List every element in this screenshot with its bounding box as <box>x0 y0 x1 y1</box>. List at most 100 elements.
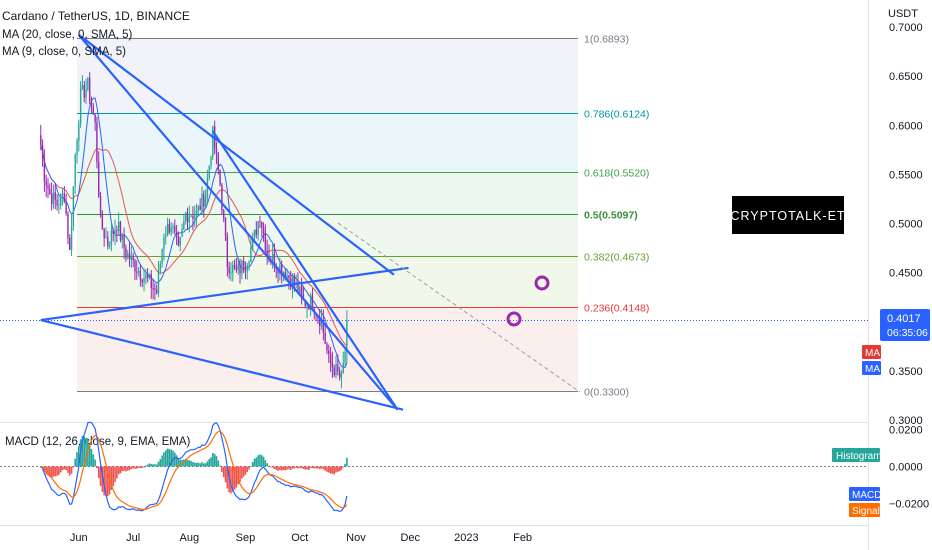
histogram-bar <box>204 463 207 467</box>
candle-body <box>41 145 44 159</box>
histogram-bar <box>257 455 259 467</box>
trendline[interactable] <box>78 33 395 276</box>
fib-level-label: 0(0.3300) <box>584 387 629 399</box>
candle-body <box>320 319 323 327</box>
histogram-bar <box>132 466 134 469</box>
candle-body <box>69 238 71 250</box>
current-price-badge[interactable] <box>880 309 930 341</box>
histogram-tag[interactable] <box>832 448 880 462</box>
histogram-bar <box>208 458 211 467</box>
histogram-bar <box>85 437 87 467</box>
candle-body <box>116 230 118 232</box>
candle-body <box>40 135 42 146</box>
histogram-bar <box>126 466 129 471</box>
candle-body <box>300 286 303 295</box>
histogram-bar <box>143 466 145 468</box>
time-tick-label: Sep <box>236 532 256 544</box>
candle-body <box>56 199 58 206</box>
candle-body <box>76 140 78 155</box>
candle-body <box>94 114 96 123</box>
fib-level-label: 0.5(0.5097) <box>584 210 638 222</box>
histogram-bar <box>54 466 57 477</box>
histogram-bar <box>92 454 95 467</box>
time-axis[interactable]: Jun Jul Aug Sep Oct Nov Dec 2023 Feb <box>70 532 532 544</box>
histogram-bar <box>161 455 163 467</box>
macd-tick-label: 0.0200 <box>889 425 923 437</box>
candle-body <box>179 236 181 246</box>
price-axis[interactable]: 0.7000 0.6500 0.6000 0.5500 0.5000 0.4500 0.40… <box>889 22 923 427</box>
histogram-bar <box>309 466 312 468</box>
candle-body <box>259 221 261 223</box>
histogram-bar <box>157 461 160 467</box>
dashed-projection-line <box>337 222 581 393</box>
histogram-bar <box>206 461 209 467</box>
candle-body <box>50 193 53 204</box>
candle-body <box>128 253 131 260</box>
candle-body <box>139 271 142 280</box>
histogram-bar <box>184 458 187 467</box>
candle-body <box>250 247 252 262</box>
histogram-bar <box>313 466 316 469</box>
candle-body <box>221 184 223 211</box>
macd-tag[interactable] <box>849 487 880 501</box>
ma9-axis-badge[interactable] <box>862 361 881 375</box>
histogram-bar <box>344 463 346 467</box>
histogram-bar <box>286 466 288 470</box>
histogram-bar <box>47 466 49 476</box>
histogram-bar <box>251 462 254 467</box>
macd-tick-label: −0.0200 <box>889 499 929 511</box>
time-tick-label: Nov <box>346 532 366 544</box>
currency-label: USDT <box>888 8 918 20</box>
histogram-bar <box>76 452 78 467</box>
signal-tag[interactable] <box>849 503 880 517</box>
histogram-bar <box>101 466 104 492</box>
candle-body <box>237 264 239 270</box>
histogram-bar <box>288 466 290 470</box>
histogram-bar <box>315 466 317 469</box>
candle-body <box>114 230 116 234</box>
histogram-bar <box>264 460 267 467</box>
trendline[interactable] <box>40 319 404 411</box>
trendline[interactable] <box>40 266 409 322</box>
trendline[interactable] <box>211 130 399 411</box>
candle-body <box>54 192 56 200</box>
histogram-bar <box>65 466 67 470</box>
candle-body <box>233 265 236 268</box>
histogram-bar <box>61 466 64 471</box>
histogram-bar <box>239 466 241 483</box>
candle-body <box>143 278 145 283</box>
histogram-bar <box>145 465 147 467</box>
ma20-line <box>40 144 348 346</box>
trendline[interactable] <box>77 34 399 411</box>
fib-band <box>77 172 578 214</box>
histogram-bar <box>244 466 247 475</box>
candle-body <box>279 264 281 274</box>
histogram-bar <box>222 466 225 478</box>
circle-marker-target[interactable] <box>534 275 550 291</box>
ma20-axis-badge[interactable] <box>862 345 881 359</box>
candle-body <box>311 295 314 310</box>
histogram-bar <box>270 466 272 468</box>
trendlines[interactable] <box>40 33 409 411</box>
candle-body <box>297 282 299 294</box>
histogram-bar <box>317 466 319 469</box>
candle-body <box>47 185 49 189</box>
circle-marker-current[interactable] <box>506 311 522 327</box>
candle-body <box>107 237 109 247</box>
histogram-bar <box>233 466 236 490</box>
histogram-bar <box>248 466 250 470</box>
candle-body <box>226 236 229 267</box>
histogram-bar <box>117 466 120 475</box>
histogram-bar <box>260 455 263 467</box>
macd-axis[interactable]: 0.0200 0.0000 −0.0200 <box>889 425 929 511</box>
histogram-bar <box>320 466 323 469</box>
candle-body <box>170 227 172 233</box>
histogram-bar <box>94 459 96 467</box>
histogram-bar <box>164 450 167 467</box>
candle-body <box>184 212 187 222</box>
histogram-bar <box>280 466 283 471</box>
histogram-bar <box>96 466 98 469</box>
candle-body <box>319 317 321 327</box>
histogram-bar <box>346 457 348 467</box>
